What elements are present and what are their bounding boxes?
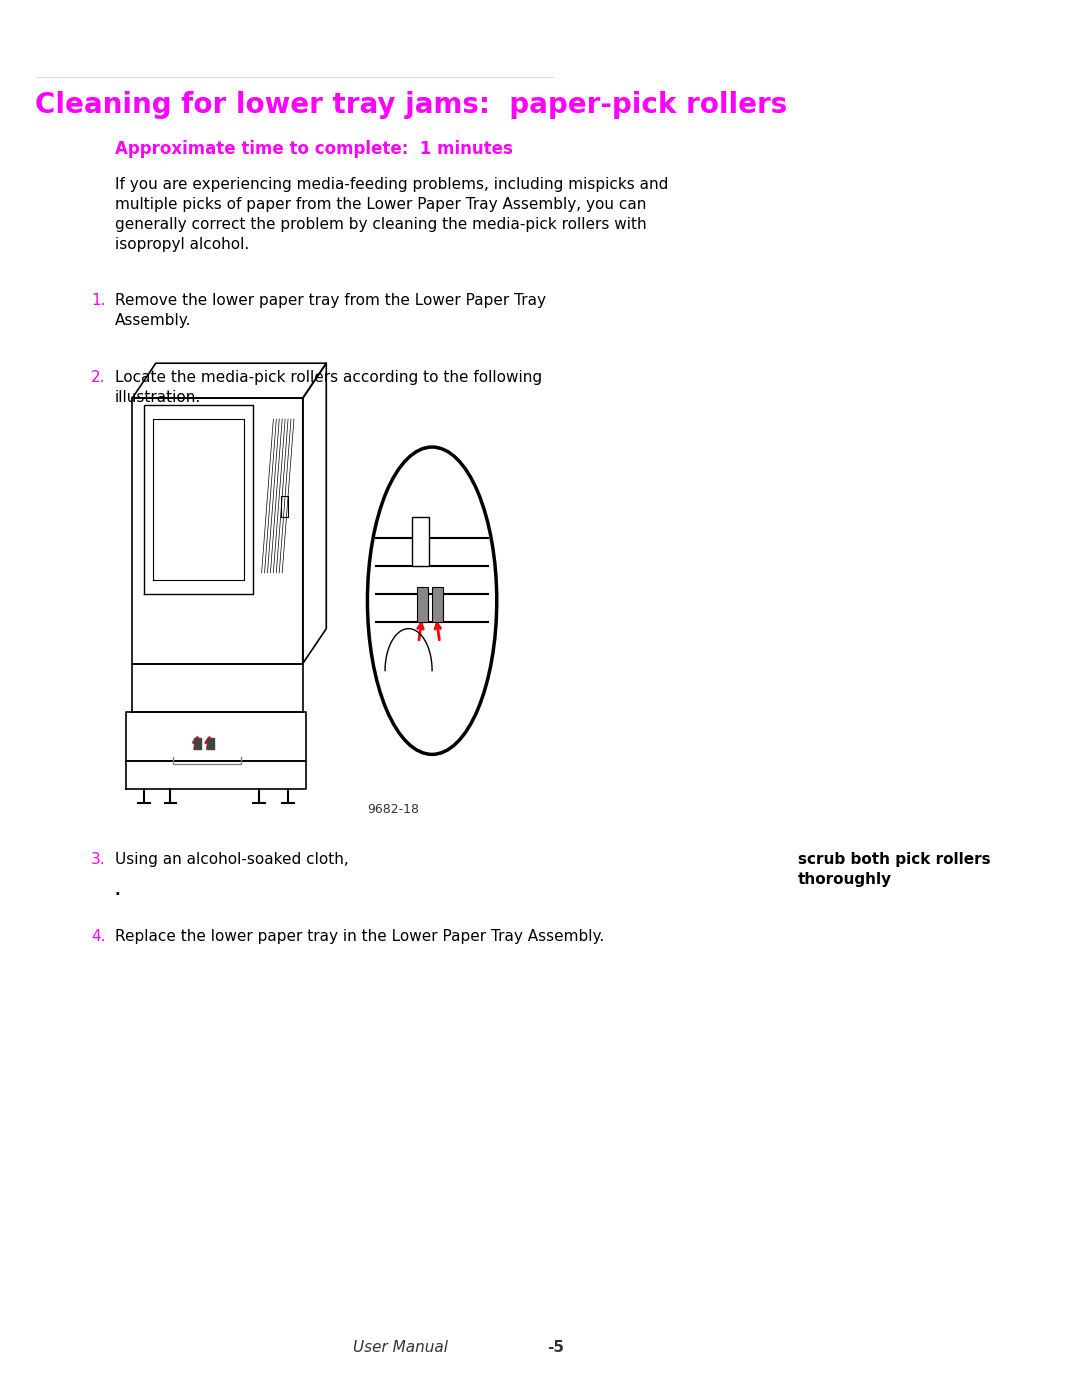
Text: 9682-18: 9682-18 — [367, 803, 419, 816]
Text: Using an alcohol-soaked cloth,: Using an alcohol-soaked cloth, — [114, 852, 353, 868]
Text: Cleaning for lower tray jams:  paper-pick rollers: Cleaning for lower tray jams: paper-pick… — [36, 91, 787, 119]
Text: 2.: 2. — [91, 370, 106, 386]
Bar — [411, 517, 429, 566]
Text: If you are experiencing media-feeding problems, including mispicks and
multiple : If you are experiencing media-feeding pr… — [114, 177, 669, 251]
Bar — [194, 738, 201, 749]
Bar — [417, 587, 428, 622]
Text: 3.: 3. — [91, 852, 106, 868]
Text: User Manual: User Manual — [353, 1340, 448, 1355]
Bar — [207, 738, 214, 749]
Text: Remove the lower paper tray from the Lower Paper Tray
Assembly.: Remove the lower paper tray from the Low… — [114, 293, 545, 328]
Text: Approximate time to complete:  1 minutes: Approximate time to complete: 1 minutes — [114, 140, 513, 158]
Text: -5: -5 — [546, 1340, 564, 1355]
Text: scrub both pick rollers
thoroughly: scrub both pick rollers thoroughly — [798, 852, 990, 887]
Text: Replace the lower paper tray in the Lower Paper Tray Assembly.: Replace the lower paper tray in the Lowe… — [114, 929, 604, 944]
Text: 1.: 1. — [91, 293, 106, 309]
Text: 4.: 4. — [91, 929, 106, 944]
Text: Locate the media-pick rollers according to the following
illustration.: Locate the media-pick rollers according … — [114, 370, 542, 405]
Bar — [432, 587, 443, 622]
Text: .: . — [114, 883, 120, 898]
